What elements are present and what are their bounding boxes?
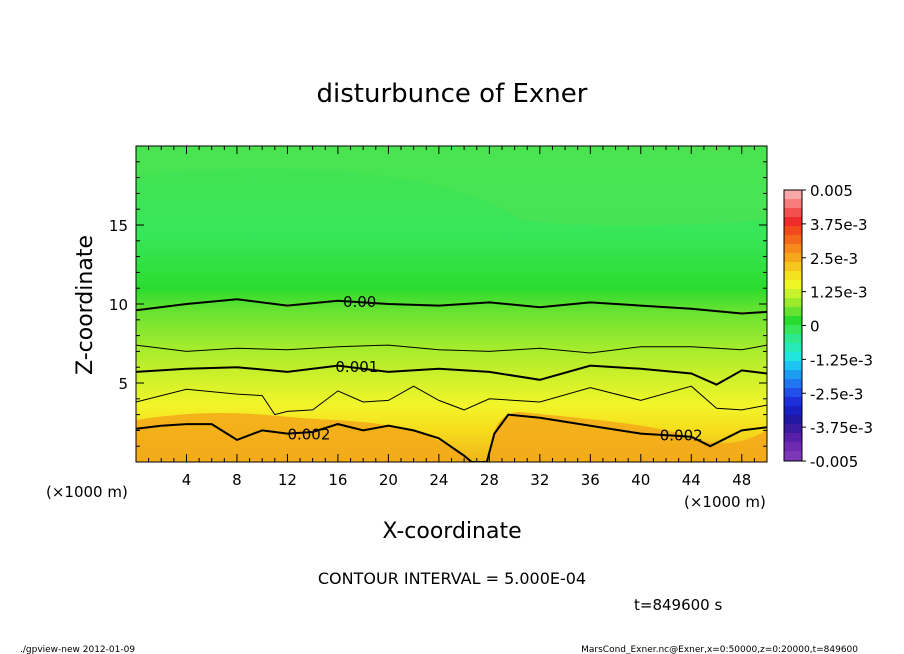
x-tick-label: 44	[682, 471, 701, 489]
x-tick-label: 20	[379, 471, 398, 489]
heatmap-field	[136, 146, 767, 462]
contour-interval: CONTOUR INTERVAL = 5.000E-04	[318, 569, 586, 588]
colorbar-label: 2.5e-3	[810, 250, 858, 268]
x-tick-label: 48	[732, 471, 751, 489]
y-axis-label: Z-coordinate	[73, 235, 98, 375]
contour-line	[136, 413, 767, 462]
contour-label: 0.00	[343, 293, 376, 311]
x-unit-right: (×1000 m)	[684, 493, 766, 511]
colorbar-labels: 0.005 3.75e-3 2.5e-3 1.25e-3 0 -1.25e-3 -2.5e-…	[802, 182, 873, 471]
y-tick-label: 15	[109, 217, 128, 235]
x-tick-label: 12	[278, 471, 297, 489]
x-tick-label: 32	[530, 471, 549, 489]
contour-labels: 0.00 0.001 0.002 0.002	[287, 293, 703, 445]
contour-label: 0.001	[335, 358, 378, 376]
colorbar-label: -1.25e-3	[810, 351, 873, 369]
footer-right: MarsCond_Exner.nc@Exner,x=0:50000,z=0:20…	[581, 645, 858, 654]
contour-lines	[136, 298, 767, 462]
colorbar-label: -3.75e-3	[810, 419, 873, 437]
contour-label: 0.002	[287, 426, 330, 444]
contour-line	[136, 344, 767, 354]
x-tick-label: 24	[429, 471, 448, 489]
x-tick-label: 8	[232, 471, 242, 489]
y-axis: 5 10 15	[109, 161, 767, 447]
y-tick-label: 5	[118, 375, 128, 393]
colorbar-label: 3.75e-3	[810, 216, 868, 234]
contour-line	[136, 364, 767, 386]
chart-title: disturbunce of Exner	[317, 79, 588, 109]
x-axis: 4 8 12 16 20 24 28 32 36 40 44 48	[148, 146, 755, 489]
contour-label: 0.002	[660, 427, 703, 445]
colorbar-label: -2.5e-3	[810, 385, 863, 403]
x-unit-left: (×1000 m)	[46, 483, 128, 501]
colorbar-label: 0	[810, 318, 820, 336]
x-axis-label: X-coordinate	[382, 519, 521, 544]
x-tick-label: 16	[328, 471, 347, 489]
time-label: t=849600 s	[634, 596, 722, 614]
colorbar-label: 1.25e-3	[810, 284, 868, 302]
footer-left: ./gpview-new 2012-01-09	[20, 645, 135, 654]
y-tick-label: 10	[109, 296, 128, 314]
colorbar-label: 0.005	[810, 182, 853, 200]
colorbar	[783, 189, 803, 462]
x-tick-label: 4	[182, 471, 192, 489]
x-tick-label: 40	[631, 471, 650, 489]
colorbar-label: -0.005	[810, 453, 858, 471]
x-tick-label: 28	[480, 471, 499, 489]
contour-line	[136, 385, 767, 416]
contour-line	[136, 298, 767, 315]
x-tick-label: 36	[581, 471, 600, 489]
